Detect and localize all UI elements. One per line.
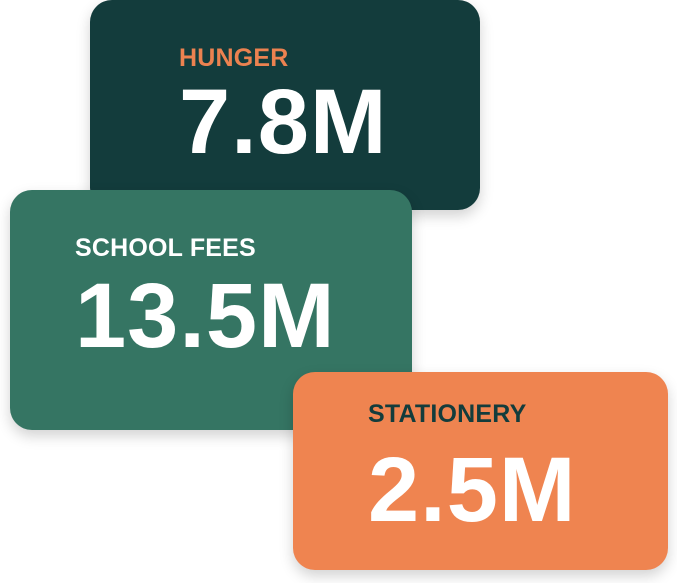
hunger-label: HUNGER	[179, 44, 289, 72]
stationery-value: 2.5M	[368, 439, 577, 541]
school-fees-value: 13.5M	[75, 265, 336, 367]
school-fees-stat-card: SCHOOL FEES 13.5M	[10, 190, 412, 430]
stationery-label: STATIONERY	[368, 400, 527, 428]
stationery-stat-card: STATIONERY 2.5M	[293, 372, 668, 570]
school-fees-label: SCHOOL FEES	[75, 234, 256, 262]
hunger-stat-card: HUNGER 7.8M	[90, 0, 480, 210]
hunger-value: 7.8M	[179, 71, 388, 173]
